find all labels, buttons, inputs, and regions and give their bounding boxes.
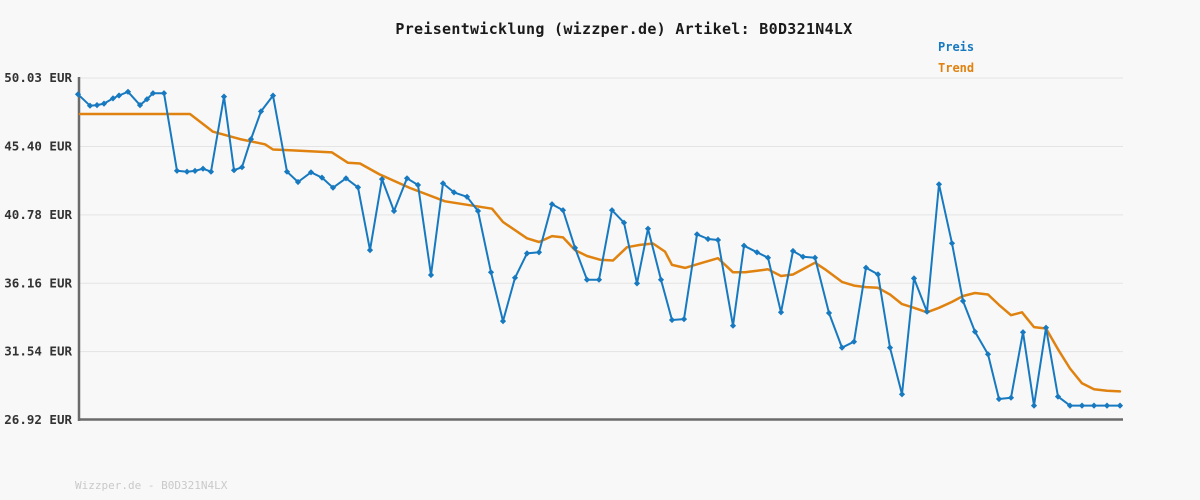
y-axis-tick-label: 26.92 EUR (4, 412, 72, 427)
y-axis-tick-label: 31.54 EUR (4, 344, 72, 359)
y-axis-tick-label: 36.16 EUR (4, 275, 72, 290)
watermark: Wizzper.de - B0D321N4LX (75, 479, 228, 492)
preis-line (77, 90, 1121, 407)
trend-line (78, 112, 1122, 393)
y-axis-tick-label: 50.03 EUR (4, 70, 72, 85)
y-axis-tick-label: 40.78 EUR (4, 207, 72, 222)
legend-trend-label: Trend (938, 61, 975, 75)
y-axis-tick-label: 45.40 EUR (4, 139, 72, 154)
legend-preis-label: Preis (938, 40, 975, 54)
chart-title: Preisentwicklung (wizzper.de) Artikel: B… (395, 20, 853, 38)
